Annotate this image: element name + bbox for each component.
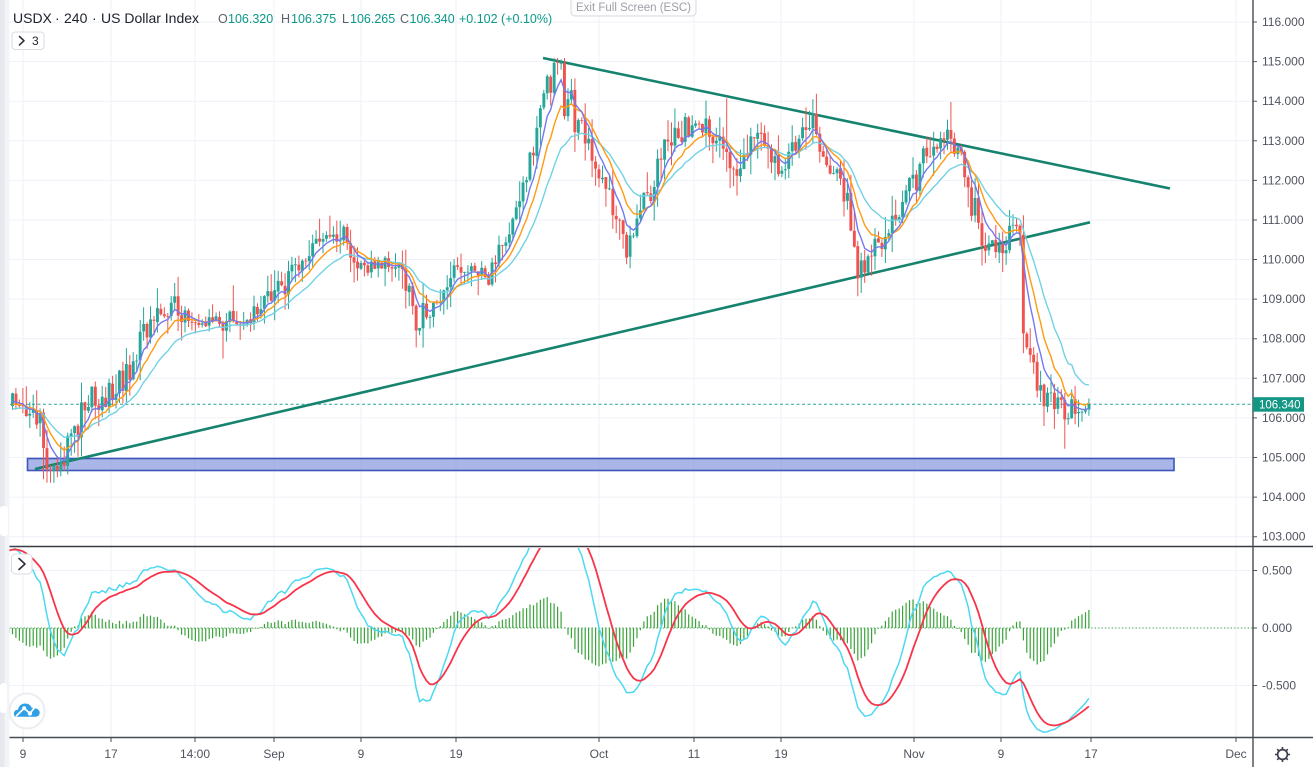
svg-text:9: 9	[998, 747, 1005, 761]
svg-text:14:00: 14:00	[180, 747, 210, 761]
svg-text:9: 9	[358, 747, 365, 761]
svg-text:+0.102 (+0.10%): +0.102 (+0.10%)	[459, 12, 552, 26]
svg-text:104.000: 104.000	[1262, 490, 1306, 504]
svg-text:L: L	[342, 12, 349, 26]
svg-text:9: 9	[20, 747, 27, 761]
svg-text:108.000: 108.000	[1262, 332, 1306, 346]
svg-text:109.000: 109.000	[1262, 292, 1306, 306]
svg-text:115.000: 115.000	[1262, 55, 1305, 69]
svg-text:114.000: 114.000	[1262, 94, 1305, 108]
svg-text:103.000: 103.000	[1262, 530, 1306, 544]
svg-text:0.000: 0.000	[1262, 621, 1292, 635]
svg-text:US Dollar Index: US Dollar Index	[101, 10, 199, 26]
svg-text:0.500: 0.500	[1262, 564, 1292, 578]
svg-text:105.000: 105.000	[1262, 451, 1306, 465]
svg-text:17: 17	[1084, 747, 1098, 761]
svg-text:·: ·	[55, 10, 60, 26]
svg-text:106.265: 106.265	[350, 12, 395, 26]
svg-text:H: H	[281, 12, 290, 26]
svg-text:19: 19	[774, 747, 788, 761]
svg-text:116.000: 116.000	[1262, 15, 1305, 29]
svg-text:113.000: 113.000	[1262, 134, 1305, 148]
svg-text:106.340: 106.340	[1259, 400, 1301, 412]
svg-text:-0.500: -0.500	[1262, 679, 1296, 693]
svg-text:106.320: 106.320	[228, 12, 273, 26]
svg-text:112.000: 112.000	[1262, 173, 1305, 187]
svg-text:106.340: 106.340	[410, 12, 455, 26]
svg-text:Nov: Nov	[903, 747, 924, 761]
svg-text:Sep: Sep	[263, 747, 285, 761]
svg-text:Dec: Dec	[1225, 747, 1246, 761]
svg-text:·: ·	[92, 10, 97, 26]
svg-text:O: O	[218, 12, 228, 26]
svg-text:107.000: 107.000	[1262, 371, 1306, 385]
svg-text:Oct: Oct	[590, 747, 609, 761]
svg-text:Exit Full Screen (ESC): Exit Full Screen (ESC)	[576, 2, 691, 14]
svg-text:106.000: 106.000	[1262, 411, 1306, 425]
svg-text:106.375: 106.375	[291, 12, 336, 26]
svg-text:C: C	[400, 12, 409, 26]
svg-text:19: 19	[449, 747, 463, 761]
svg-text:110.000: 110.000	[1262, 253, 1305, 267]
svg-text:11: 11	[688, 747, 701, 761]
svg-text:111.000: 111.000	[1262, 213, 1304, 227]
svg-text:240: 240	[64, 10, 88, 26]
svg-text:3: 3	[32, 34, 39, 48]
svg-text:USDX: USDX	[13, 10, 53, 26]
svg-text:17: 17	[104, 747, 118, 761]
